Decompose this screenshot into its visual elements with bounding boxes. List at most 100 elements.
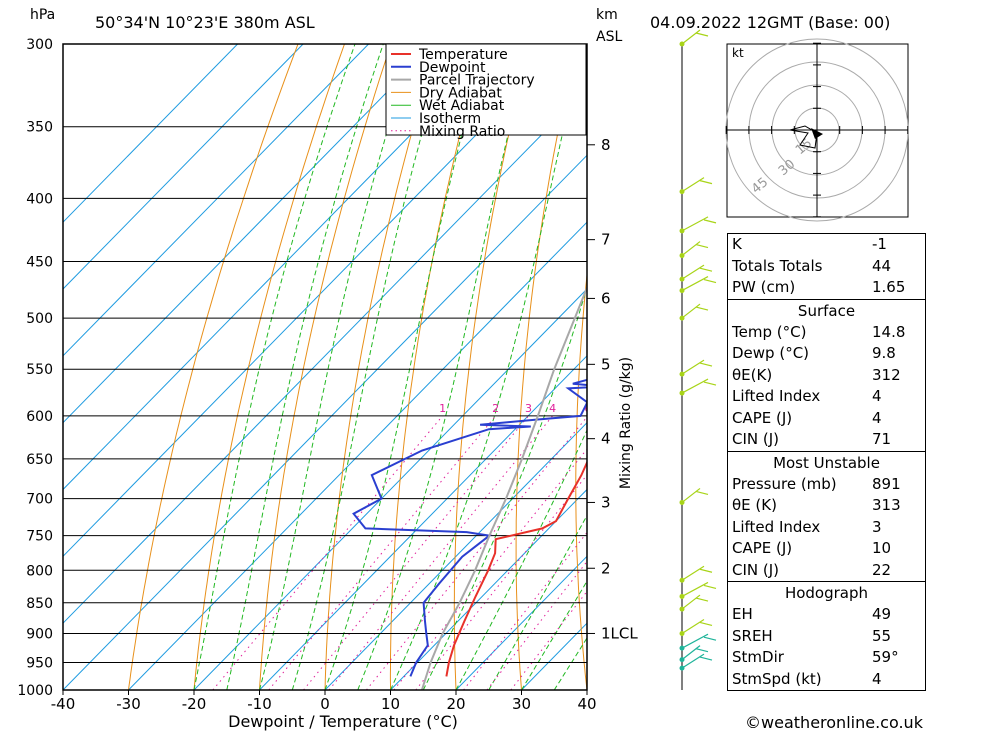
storm-motion-arrow [811, 128, 823, 139]
unstable-title: Most Unstable [773, 453, 880, 472]
mixing-ratio-label: 16 [672, 402, 686, 415]
hodograph-trace [789, 125, 818, 149]
wind-barb-flag [695, 648, 709, 653]
pressure-tick-label: 650 [26, 452, 53, 468]
km-tick-label: 2 [601, 559, 611, 577]
dry-adiabat-line [259, 44, 392, 690]
pressure-unit-label: hPa [30, 7, 55, 23]
wind-barb-staff [681, 216, 709, 232]
wind-barb-staff [681, 264, 705, 280]
wind-barb-staff [681, 241, 701, 257]
km-tick-label: 1LCL [601, 624, 638, 642]
wind-barb-flag [703, 636, 717, 641]
dewpoint-line [352, 378, 587, 677]
wind-barb-flag [695, 243, 709, 249]
wet-adiabat-line [422, 285, 587, 690]
wind-barb-flag [695, 597, 709, 602]
wind-barb-flag [695, 306, 709, 311]
row-label: Pressure (mb) [732, 474, 837, 493]
hodograph-unit: kt [732, 46, 744, 60]
isotherm-line [63, 87, 587, 624]
unstable-section: Most Unstable Pressure (mb) 891 θE (K) 313 L… [727, 451, 926, 582]
row-label: CAPE (J) [732, 408, 793, 427]
temperature-line [445, 460, 587, 677]
mixing-ratio-label: 1 [439, 402, 446, 415]
wind-barb-staff [681, 565, 705, 581]
wind-barb-staff [681, 378, 709, 394]
wind-barb-flag [703, 381, 717, 386]
wet-adiabat-line [488, 514, 587, 690]
mixing-ratio-label: 6 [584, 402, 591, 415]
wind-barb-flag [699, 568, 713, 573]
table-row: Dewp (°C) 9.8 [728, 343, 925, 365]
x-tick-label: 40 [577, 695, 596, 713]
row-label: StmDir [732, 648, 784, 666]
mixing-ratio-label: 20 [694, 402, 708, 415]
mixing-ratio-label: 2 [492, 402, 499, 415]
mixing-ratio-axis-label: Mixing Ratio (g/kg) [618, 357, 634, 489]
hodograph-section: Hodograph EH 49 SREH 55 StmDir 59° StmSpd (kt)… [727, 582, 926, 691]
row-value: 59° [872, 648, 899, 666]
dry-adiabat-line [515, 44, 578, 690]
table-row: StmSpd (kt) 4 [728, 669, 925, 691]
legend-label: Parcel Trajectory [419, 73, 535, 89]
pressure-tick-label: 850 [26, 596, 53, 612]
row-label: θE(K) [732, 365, 773, 384]
row-value: 3 [872, 517, 882, 536]
legend-box [385, 43, 587, 136]
table-row: CAPE (J) 4 [728, 408, 925, 430]
row-label: CAPE (J) [732, 539, 793, 557]
x-tick-label: -10 [247, 695, 272, 713]
table-row: PW (cm) 1.65 [728, 277, 925, 299]
copyright-text: ©weatheronline.co.uk [745, 713, 924, 732]
wind-barb-staff [681, 633, 709, 649]
row-value: 4 [872, 669, 882, 688]
wind-barb-staff [681, 581, 709, 597]
hodograph-title: Hodograph [784, 584, 869, 602]
pressure-tick-label: 750 [26, 529, 53, 545]
wind-barb-staff [681, 29, 701, 45]
pressure-tick-label: 800 [26, 563, 53, 579]
row-label: Lifted Index [732, 387, 821, 405]
km-tick-label: 5 [601, 355, 611, 373]
row-label: K [732, 235, 742, 253]
row-label: θE (K) [732, 496, 777, 514]
table-row: StmDir 59° [728, 647, 925, 669]
dry-adiabat-line [947, 44, 1000, 690]
row-value: 891 [872, 474, 901, 493]
wind-barb-flag [695, 32, 709, 37]
row-label: EH [732, 605, 753, 623]
row-label: StmSpd (kt) [732, 669, 822, 688]
pressure-tick-label: 500 [26, 311, 53, 327]
isotherm-line [63, 44, 435, 424]
pressure-tick-label: 950 [26, 655, 53, 671]
wind-barb-flag [699, 267, 713, 272]
surface-section: Surface Temp (°C) 14.8 Dewp (°C) 9.8 θE(K) 31… [727, 299, 926, 452]
wind-barb-staff [681, 653, 705, 669]
pressure-tick-label: 550 [26, 362, 53, 378]
wind-barb-flag [695, 490, 709, 496]
mixing-ratio-label: 4 [549, 402, 556, 415]
row-value: 71 [872, 430, 892, 448]
mixing-ratio-line [366, 416, 587, 690]
pressure-tick-label: 1000 [17, 683, 53, 699]
legend-label: Mixing Ratio [419, 124, 505, 140]
datetime-label: 04.09.2022 12GMT (Base: 00) [650, 13, 890, 32]
table-row: θE (K) 313 [728, 495, 925, 517]
dry-adiabat-line [995, 44, 1000, 690]
surface-title: Surface [797, 301, 856, 320]
wind-barb-staff [681, 645, 701, 661]
pressure-tick-label: 300 [26, 37, 53, 53]
row-label: Totals Totals [732, 256, 823, 275]
row-value: -1 [872, 235, 887, 253]
isotherm-line [63, 44, 369, 357]
row-value: 49 [872, 605, 892, 623]
row-value: 312 [872, 365, 901, 384]
row-label: PW (cm) [732, 278, 796, 296]
parcel-trajectory-line [420, 285, 587, 690]
row-value: 10 [872, 539, 892, 557]
mixing-ratio-line [268, 415, 496, 690]
row-value: 44 [872, 256, 892, 275]
